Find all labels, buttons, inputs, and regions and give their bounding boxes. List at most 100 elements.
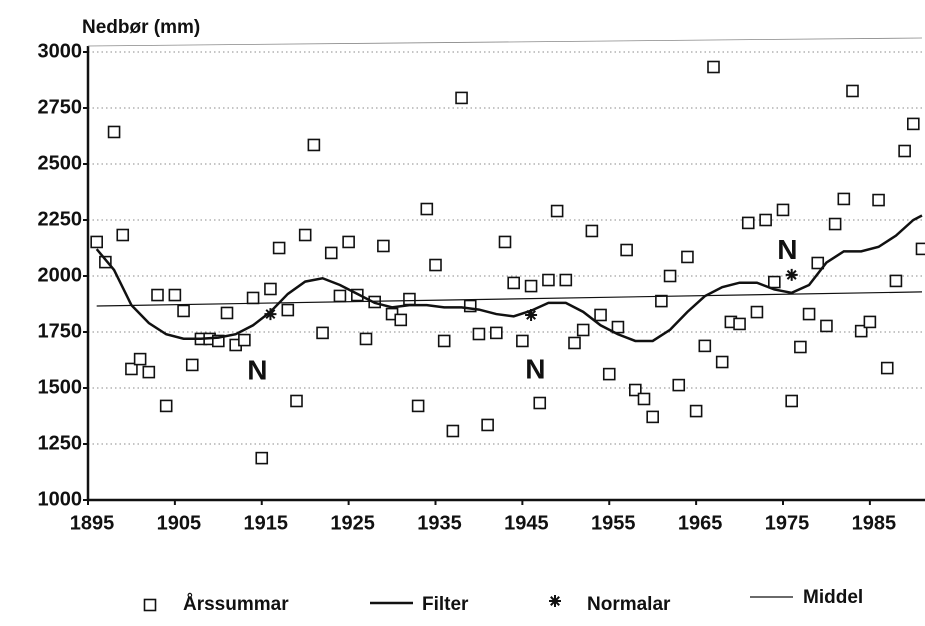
marker-square <box>899 146 910 157</box>
marker-square <box>447 426 458 437</box>
y-tick-label: 1250 <box>38 432 83 454</box>
marker-square <box>534 398 545 409</box>
marker-square <box>334 290 345 301</box>
marker-square <box>621 245 632 256</box>
marker-square <box>317 327 328 338</box>
marker-square <box>578 324 589 335</box>
marker-square <box>361 333 372 344</box>
legend-label: Årssummar <box>183 594 289 615</box>
legend-label: Filter <box>422 594 469 615</box>
marker-square <box>665 271 676 282</box>
marker-square <box>135 354 146 365</box>
marker-square <box>847 85 858 96</box>
legend-label: Middel <box>803 587 863 608</box>
marker-square <box>560 275 571 286</box>
marker-square <box>256 453 267 464</box>
marker-square <box>569 337 580 348</box>
marker-square <box>699 340 710 351</box>
annotation: N <box>777 234 797 265</box>
x-tick-label: 1965 <box>678 512 723 534</box>
marker-square <box>413 400 424 411</box>
marker-square <box>778 204 789 215</box>
marker-square <box>760 215 771 226</box>
marker-square <box>673 380 684 391</box>
marker-square <box>265 283 276 294</box>
marker-star <box>525 309 537 321</box>
marker-square <box>152 290 163 301</box>
marker-square <box>143 367 154 378</box>
marker-square <box>473 329 484 340</box>
marker-square <box>882 363 893 374</box>
marker-square <box>456 92 467 103</box>
marker-star <box>786 269 798 281</box>
marker-square <box>917 243 925 254</box>
y-tick-label: 2250 <box>38 208 83 230</box>
y-tick-label: 3000 <box>38 40 83 62</box>
marker-square <box>395 314 406 325</box>
marker-square <box>795 342 806 353</box>
marker-square <box>421 204 432 215</box>
y-tick-label: 1750 <box>38 320 83 342</box>
x-tick-label: 1975 <box>765 512 810 534</box>
x-tick-label: 1945 <box>504 512 549 534</box>
marker-square <box>378 240 389 251</box>
marker-square <box>647 411 658 422</box>
legend-label: Normalar <box>587 594 671 615</box>
marker-square <box>308 139 319 150</box>
marker-square <box>282 305 293 316</box>
marker-square <box>248 292 259 303</box>
marker-square <box>838 193 849 204</box>
marker-square <box>439 335 450 346</box>
marker-square <box>552 206 563 217</box>
marker-square <box>239 335 250 346</box>
marker-square <box>769 277 780 288</box>
marker-square <box>430 260 441 271</box>
marker-square <box>639 393 650 404</box>
legend-square <box>145 600 156 611</box>
y-tick-label: 2000 <box>38 264 83 286</box>
marker-square <box>178 305 189 316</box>
marker-square <box>708 62 719 73</box>
y-tick-label: 2500 <box>38 152 83 174</box>
annotation: N <box>247 355 267 386</box>
marker-square <box>691 406 702 417</box>
marker-square <box>908 118 919 129</box>
marker-square <box>526 281 537 292</box>
marker-square <box>595 309 606 320</box>
annotation: N <box>525 354 545 385</box>
x-tick-label: 1955 <box>591 512 636 534</box>
marker-square <box>117 230 128 241</box>
marker-square <box>343 236 354 247</box>
marker-square <box>91 236 102 247</box>
x-tick-label: 1915 <box>244 512 289 534</box>
x-tick-label: 1925 <box>330 512 375 534</box>
y-tick-label: 2750 <box>38 96 83 118</box>
marker-star <box>264 308 276 320</box>
marker-square <box>543 275 554 286</box>
marker-square <box>491 327 502 338</box>
y-tick-label: 1500 <box>38 376 83 398</box>
marker-square <box>291 395 302 406</box>
marker-square <box>187 359 198 370</box>
marker-square <box>274 243 285 254</box>
marker-square <box>717 357 728 368</box>
marker-square <box>890 275 901 286</box>
x-tick-label: 1895 <box>70 512 115 534</box>
marker-square <box>786 395 797 406</box>
marker-square <box>300 230 311 241</box>
marker-square <box>109 126 120 137</box>
marker-square <box>873 195 884 206</box>
marker-square <box>586 225 597 236</box>
marker-square <box>517 335 528 346</box>
marker-square <box>500 236 511 247</box>
x-tick-label: 1985 <box>852 512 897 534</box>
marker-square <box>482 419 493 430</box>
marker-square <box>804 309 815 320</box>
marker-square <box>169 290 180 301</box>
legend-star <box>549 595 561 607</box>
marker-square <box>161 400 172 411</box>
marker-square <box>604 369 615 380</box>
marker-square <box>821 320 832 331</box>
marker-square <box>656 296 667 307</box>
